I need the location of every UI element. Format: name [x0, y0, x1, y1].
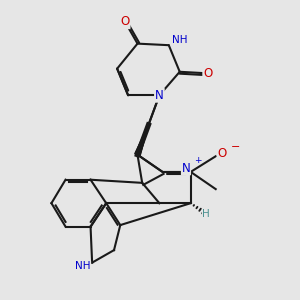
- Text: O: O: [217, 147, 226, 160]
- Text: O: O: [203, 67, 212, 80]
- Text: H: H: [202, 209, 210, 219]
- Text: O: O: [120, 15, 130, 28]
- Polygon shape: [135, 125, 148, 156]
- Polygon shape: [135, 125, 148, 156]
- Text: −: −: [230, 142, 240, 152]
- Text: N: N: [155, 89, 164, 102]
- Text: NH: NH: [75, 261, 91, 272]
- Text: N: N: [182, 162, 190, 175]
- Text: +: +: [194, 157, 201, 166]
- Text: NH: NH: [172, 35, 188, 46]
